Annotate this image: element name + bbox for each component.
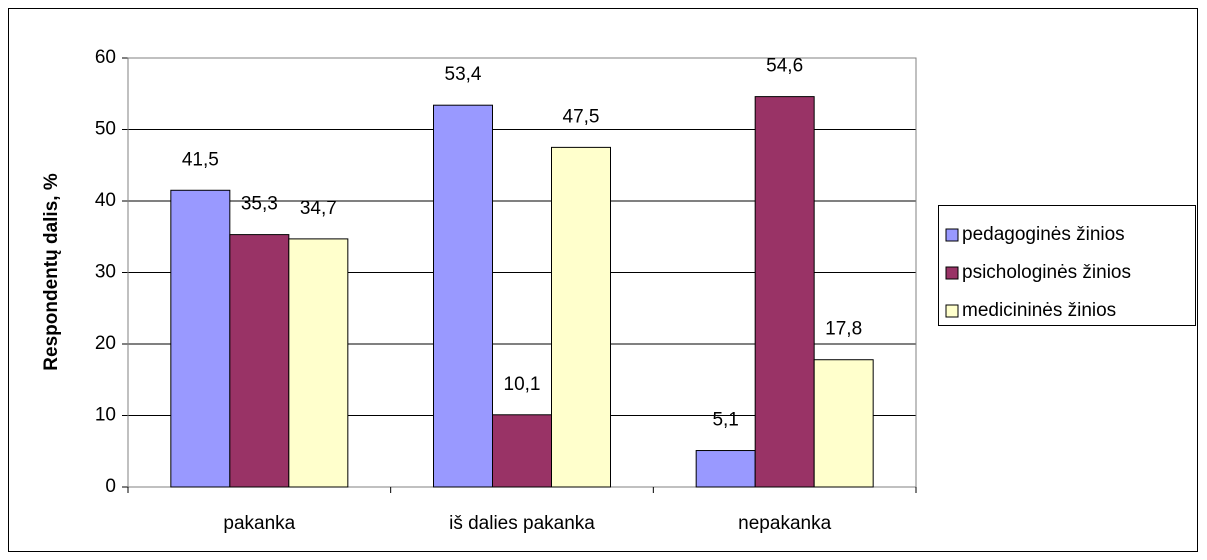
y-tick-label: 10 (95, 405, 116, 426)
legend-box (938, 205, 1196, 326)
value-label: 5,1 (712, 410, 738, 431)
value-label: 10,1 (504, 374, 541, 395)
bar (695, 450, 756, 488)
value-label: 53,4 (445, 64, 482, 85)
y-tick-label: 40 (95, 190, 116, 211)
legend-label: psichologinės žinios (962, 262, 1131, 283)
value-label: 35,3 (241, 194, 278, 215)
value-label: 54,6 (766, 56, 803, 77)
legend-label: medicininės žinios (962, 300, 1116, 321)
bar (551, 146, 611, 488)
value-label: 17,8 (825, 319, 862, 340)
legend-label: pedagoginės žinios (962, 224, 1125, 245)
y-tick-label: 0 (105, 476, 116, 497)
y-tick-label: 60 (95, 47, 116, 68)
x-tick-label: nepakanka (738, 513, 831, 534)
bar (433, 104, 493, 488)
y-tick-label: 30 (95, 262, 116, 283)
bar (229, 234, 290, 488)
bar (170, 189, 231, 488)
bar (754, 96, 815, 488)
bar (813, 359, 874, 488)
value-label: 41,5 (182, 149, 219, 170)
value-label: 34,7 (300, 198, 337, 219)
bar (492, 414, 552, 488)
y-axis-label: Respondentų dalis, % (41, 173, 62, 371)
legend-swatch (945, 228, 959, 242)
y-tick-label: 20 (95, 333, 116, 354)
value-label: 47,5 (563, 106, 600, 127)
y-tick-label: 50 (95, 119, 116, 140)
x-tick-label: iš dalies pakanka (449, 513, 595, 534)
bar (288, 238, 349, 488)
legend-swatch (945, 304, 959, 318)
legend-swatch (945, 266, 959, 280)
x-tick-label: pakanka (223, 513, 295, 534)
